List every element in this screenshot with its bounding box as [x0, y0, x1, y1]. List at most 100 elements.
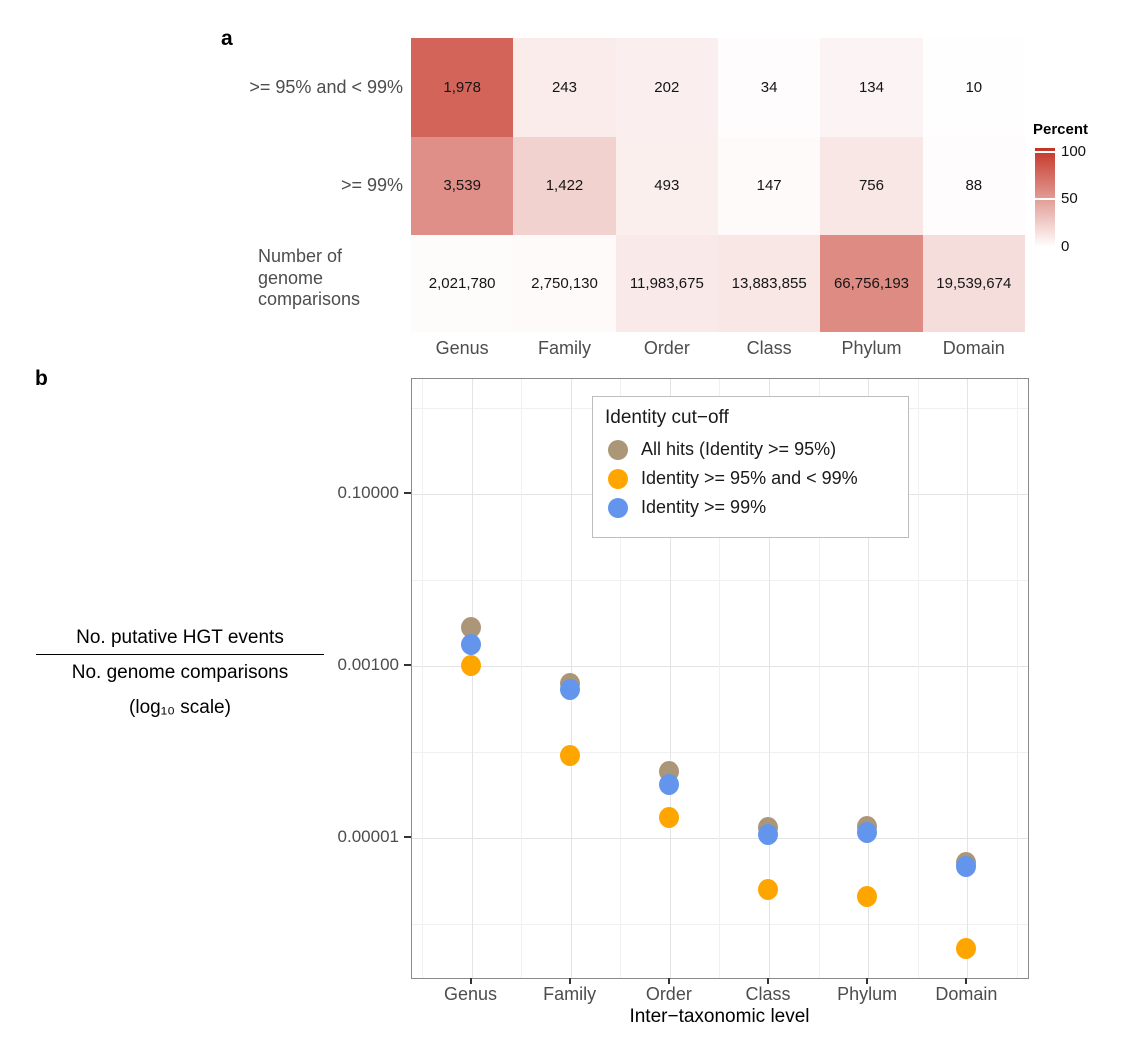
- heatmap-cell: 2,021,780: [411, 235, 514, 332]
- x-axis-title: Inter−taxonomic level: [629, 1006, 810, 1027]
- gridline-minor-v: [1016, 379, 1018, 978]
- legend-key-dot: [608, 468, 628, 489]
- data-point: [857, 886, 878, 908]
- gridline-major-v: [471, 379, 473, 978]
- data-point: [559, 679, 580, 701]
- heatmap-col-label: Class: [746, 338, 792, 358]
- gridline-major-v: [967, 379, 969, 978]
- legend-item: Identity >= 99%: [608, 493, 908, 522]
- heatmap-row-label: >= 99%: [340, 175, 403, 195]
- heatmap-cell: 2,750,130: [513, 235, 616, 332]
- gridline-minor-v: [917, 379, 919, 978]
- heatmap-cell: 19,539,674: [922, 235, 1025, 332]
- x-tick-mark: [767, 978, 769, 984]
- colorbar-tick-mark: [1035, 198, 1055, 200]
- gridline-minor-v: [818, 379, 820, 978]
- fraction-line: [36, 654, 324, 655]
- data-point: [758, 879, 778, 901]
- legend-item: All hits (Identity >= 95%): [608, 435, 908, 464]
- y-tick-label: 0.00001: [337, 827, 399, 846]
- data-point: [658, 773, 679, 795]
- legend-title: Identity cut−off: [605, 407, 729, 428]
- y-tick-label: 0.00100: [337, 655, 399, 674]
- x-tick-label: Class: [745, 984, 791, 1004]
- x-tick-mark: [667, 978, 670, 984]
- panel-b-label: b: [35, 367, 48, 390]
- legend-key-dot: [608, 497, 628, 518]
- colorbar-gradient: [1035, 148, 1055, 247]
- heatmap-cell: 134: [820, 38, 923, 137]
- heatmap-cell: 3,539: [411, 136, 514, 235]
- heatmap-cell: 243: [513, 38, 616, 137]
- colorbar-tick-label: 100: [1061, 142, 1087, 160]
- legend-key-dot: [608, 439, 628, 460]
- y-axis-title-note: (log₁₀ scale): [129, 697, 231, 718]
- colorbar-tick-mark: [1035, 150, 1055, 153]
- x-tick-label: Family: [543, 984, 597, 1004]
- data-point: [559, 745, 580, 767]
- y-tick-mark: [404, 836, 411, 838]
- heatmap-col-label: Phylum: [841, 338, 902, 358]
- legend-item: Identity >= 95% and < 99%: [608, 464, 908, 493]
- colorbar-tick-label: 0: [1061, 237, 1070, 255]
- colorbar-legend: Percent 100 50 0: [1030, 121, 1130, 271]
- heatmap-cell: 202: [615, 38, 718, 137]
- heatmap-cell: 1,978: [411, 38, 514, 137]
- heatmap-cell: 88: [922, 136, 1025, 235]
- data-point: [857, 821, 878, 843]
- colorbar-tick-label: 50: [1061, 190, 1078, 207]
- y-axis-title: No. putative HGT events No. genome compa…: [28, 627, 332, 719]
- x-tick-mark: [568, 978, 571, 984]
- data-point: [956, 937, 977, 959]
- y-axis-title-denominator: No. genome comparisons: [71, 662, 289, 683]
- heatmap-col-label: Order: [643, 338, 690, 358]
- gridline-major-v: [868, 379, 870, 978]
- legend-item-label: Identity >= 95% and < 99%: [641, 468, 858, 488]
- heatmap-cell: 1,422: [513, 136, 616, 235]
- x-tick-mark: [965, 978, 968, 984]
- data-point: [658, 806, 679, 828]
- y-tick-mark: [404, 664, 411, 666]
- gridline-major-v: [769, 379, 770, 978]
- heatmap-cell: 11,983,675: [615, 235, 718, 332]
- x-tick-mark: [866, 978, 869, 984]
- legend: Identity cut−off All hits (Identity >= 9…: [592, 396, 909, 538]
- heatmap-cell: 34: [717, 38, 821, 137]
- heatmap-col-label: Family: [537, 338, 591, 358]
- gridline-minor-v: [421, 379, 423, 978]
- heatmap-cell: 10: [922, 38, 1025, 137]
- data-point: [460, 655, 481, 677]
- data-point: [758, 824, 778, 846]
- gridline-major-v: [669, 379, 671, 978]
- heatmap-cell: 756: [820, 136, 923, 235]
- legend-item-label: All hits (Identity >= 95%): [641, 439, 837, 459]
- y-axis-title-numerator: No. putative HGT events: [76, 627, 284, 648]
- heatmap-row-label: Number of genome comparisons: [258, 246, 361, 309]
- gridline-minor-v: [620, 379, 622, 978]
- data-point: [460, 633, 481, 655]
- heatmap-cell: 493: [615, 136, 718, 235]
- data-point: [956, 856, 977, 878]
- gridline-minor-v: [521, 379, 523, 978]
- heatmap-cell: 13,883,855: [717, 235, 821, 332]
- colorbar-title: Percent: [1033, 121, 1089, 138]
- y-tick-label: 0.10000: [337, 483, 399, 502]
- gridline-minor-v: [719, 379, 721, 978]
- x-tick-label: Phylum: [837, 984, 898, 1004]
- heatmap-cell: 147: [717, 136, 821, 235]
- colorbar-ticks: 100 50 0: [1030, 121, 1130, 271]
- x-tick-mark: [469, 978, 472, 984]
- x-tick-label: Order: [645, 984, 692, 1004]
- heatmap-col-label: Genus: [435, 338, 489, 358]
- heatmap-cell: 66,756,193: [820, 235, 923, 332]
- x-tick-label: Domain: [935, 984, 998, 1004]
- legend-item-label: Identity >= 99%: [641, 497, 767, 517]
- data-point: [460, 617, 481, 638]
- legend-items: All hits (Identity >= 95%) Identity >= 95…: [593, 435, 908, 522]
- panel-a-label: a: [221, 27, 233, 50]
- y-tick-mark: [404, 492, 411, 494]
- heatmap-col-label: Domain: [942, 338, 1005, 358]
- heatmap-row-label: >= 95% and < 99%: [249, 77, 403, 97]
- x-tick-label: Genus: [443, 984, 498, 1004]
